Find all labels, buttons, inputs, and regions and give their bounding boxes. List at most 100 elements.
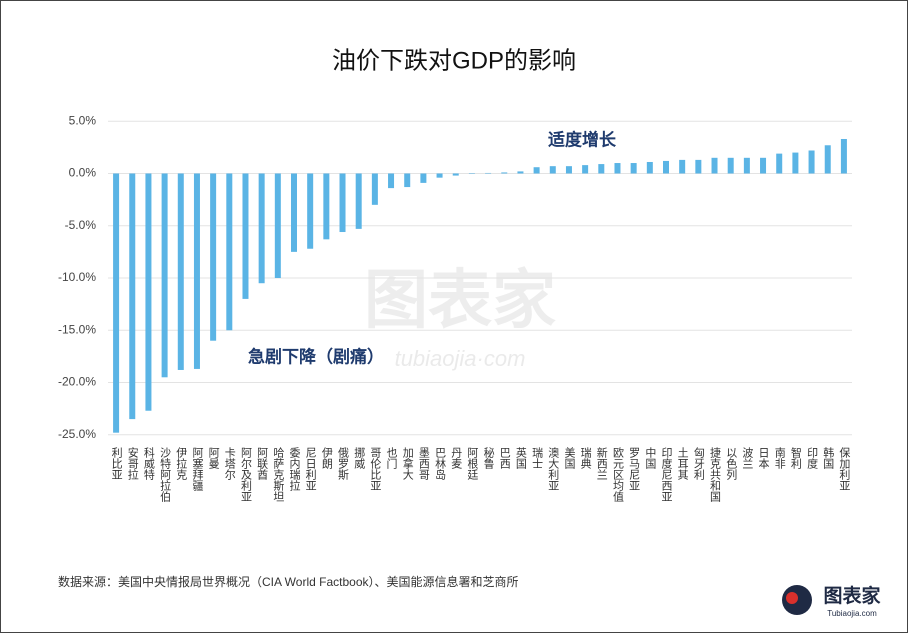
x-tick-label: 阿联酋 (256, 447, 269, 480)
bar (323, 173, 330, 240)
bar (420, 173, 427, 183)
bar (339, 173, 346, 233)
x-tick-label: 科威特 (142, 446, 155, 480)
bar (565, 166, 572, 174)
bar (776, 153, 783, 174)
annotation: 急剧下降（剧痛） (248, 346, 384, 366)
bar (501, 172, 508, 174)
bar (792, 152, 799, 174)
x-tick-label: 秘鲁 (482, 446, 495, 470)
x-tick-label: 挪威 (353, 446, 366, 470)
x-tick-label: 巴西 (498, 447, 511, 469)
x-tick-label: 哈萨克斯坦 (272, 447, 285, 502)
bar (193, 173, 200, 369)
x-tick-label: 土耳其 (676, 447, 689, 481)
bar (630, 163, 637, 174)
bar (371, 173, 378, 205)
bar (177, 173, 184, 370)
x-tick-label: 俄罗斯 (337, 447, 350, 481)
y-tick-label: -15.0% (58, 322, 96, 336)
y-tick-label: -10.0% (58, 270, 96, 284)
bar (291, 173, 297, 252)
x-tick-label: 阿塞拜疆 (191, 447, 204, 491)
x-tick-label: 巴林岛 (434, 447, 447, 481)
watermark-sub: tubiaojia·com (395, 346, 526, 371)
bar (485, 172, 492, 174)
x-tick-label: 阿曼 (207, 447, 220, 469)
x-tick-label: 匈牙利 (692, 446, 705, 480)
x-tick-label: 罗马尼亚 (628, 447, 641, 491)
chart-title: 油价下跌对GDP的影响 (332, 47, 576, 74)
x-tick-label: 卡塔尔 (223, 447, 236, 480)
x-tick-label: 哥伦比亚 (369, 447, 382, 491)
x-tick-label: 沙特阿拉伯 (159, 447, 172, 502)
bar (161, 173, 168, 378)
bar (711, 157, 718, 174)
logo-sub: Tubiaojia.com (827, 609, 877, 618)
x-tick-label: 智利 (789, 446, 802, 469)
y-tick-label: 5.0% (69, 113, 97, 127)
x-tick-label: 瑞典 (579, 446, 592, 470)
x-tick-label: 委内瑞拉 (288, 447, 301, 492)
bar (598, 164, 605, 174)
y-tick-label: -20.0% (58, 375, 96, 389)
x-tick-label: 利比亚 (110, 447, 123, 480)
x-tick-label: 印度 (806, 447, 819, 470)
x-tick-label: 伊朗 (320, 447, 333, 469)
x-tick-label: 以色列 (725, 447, 738, 481)
watermark: 图表家 (364, 264, 556, 336)
logo: 图表家 (823, 584, 881, 607)
x-tick-label: 澳大利亚 (547, 447, 560, 491)
x-tick-label: 也门 (385, 447, 398, 470)
annotation: 适度增长 (548, 129, 617, 149)
bar (695, 159, 702, 174)
bar (582, 165, 589, 174)
x-tick-label: 阿尔及利亚 (239, 447, 252, 502)
bar (436, 173, 443, 178)
bar (533, 167, 540, 174)
x-tick-label: 英国 (514, 446, 527, 470)
bar (226, 173, 233, 331)
bar (743, 157, 750, 174)
x-tick-label: 韩国 (822, 446, 835, 470)
x-tick-label: 中国 (644, 447, 657, 470)
bar (129, 173, 136, 420)
bar (824, 145, 831, 174)
bar (614, 163, 621, 174)
y-tick-label: -5.0% (65, 218, 97, 232)
x-tick-label: 伊拉克 (175, 447, 188, 480)
bar (760, 157, 767, 174)
bar (452, 173, 459, 176)
logo-icon (786, 592, 798, 604)
y-tick-label: 0.0% (69, 166, 97, 180)
bar (549, 166, 556, 174)
bar (274, 173, 281, 278)
x-tick-label: 波兰 (741, 447, 754, 469)
bar (404, 173, 411, 188)
bar (210, 173, 217, 341)
bar (663, 160, 669, 174)
source: 数据来源：美国中央情报局世界概况（CIA World Factbook）、美国能… (58, 574, 519, 589)
x-tick-label: 南非 (773, 447, 786, 470)
bar (145, 173, 152, 411)
bar (113, 173, 120, 433)
bar (468, 173, 475, 174)
bar (242, 173, 249, 299)
x-tick-label: 新西兰 (595, 446, 608, 480)
x-tick-label: 墨西哥 (417, 447, 430, 480)
x-tick-label: 印度尼西亚 (660, 447, 673, 502)
x-tick-label: 日本 (757, 447, 770, 470)
x-tick-label: 加拿大 (401, 447, 414, 480)
x-tick-label: 保加利亚 (838, 446, 851, 491)
bar (258, 173, 265, 284)
x-tick-label: 尼日利亚 (304, 447, 317, 491)
x-tick-label: 美国 (563, 447, 576, 470)
bar (840, 138, 847, 174)
bar (388, 173, 395, 189)
bar (355, 173, 362, 229)
bar (727, 157, 734, 174)
bar (517, 171, 524, 174)
bar (307, 173, 314, 249)
